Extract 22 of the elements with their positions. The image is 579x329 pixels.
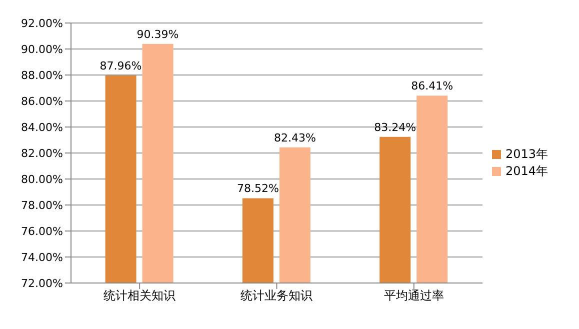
data-label: 83.24% (374, 120, 416, 134)
x-tick-label: 统计业务知识 (240, 288, 313, 303)
y-tick-label: 90.00% (21, 42, 63, 56)
data-label: 82.43% (274, 131, 316, 144)
y-tick-label: 74.00% (21, 250, 63, 264)
y-tick-label: 72.00% (21, 276, 63, 290)
y-tick-label: 86.00% (21, 94, 63, 108)
data-label: 90.39% (136, 28, 179, 41)
y-tick-label: 84.00% (21, 120, 63, 134)
data-label: 87.96% (100, 60, 142, 73)
data-label: 78.52% (236, 182, 279, 196)
y-tick-label: 76.00% (21, 224, 63, 238)
y-tick-label: 92.00% (21, 16, 63, 30)
y-tick-label: 88.00% (21, 68, 63, 82)
data-label: 86.41% (411, 80, 454, 93)
legend-label: 2013年 (505, 147, 548, 161)
y-tick-label: 78.00% (21, 198, 63, 212)
x-tick-label: 统计相关知识 (104, 288, 176, 303)
x-tick-label: 平均通过率 (384, 288, 444, 303)
y-tick-label: 80.00% (21, 172, 63, 186)
legend-label: 2014年 (505, 164, 548, 178)
y-tick-label: 82.00% (21, 146, 63, 160)
